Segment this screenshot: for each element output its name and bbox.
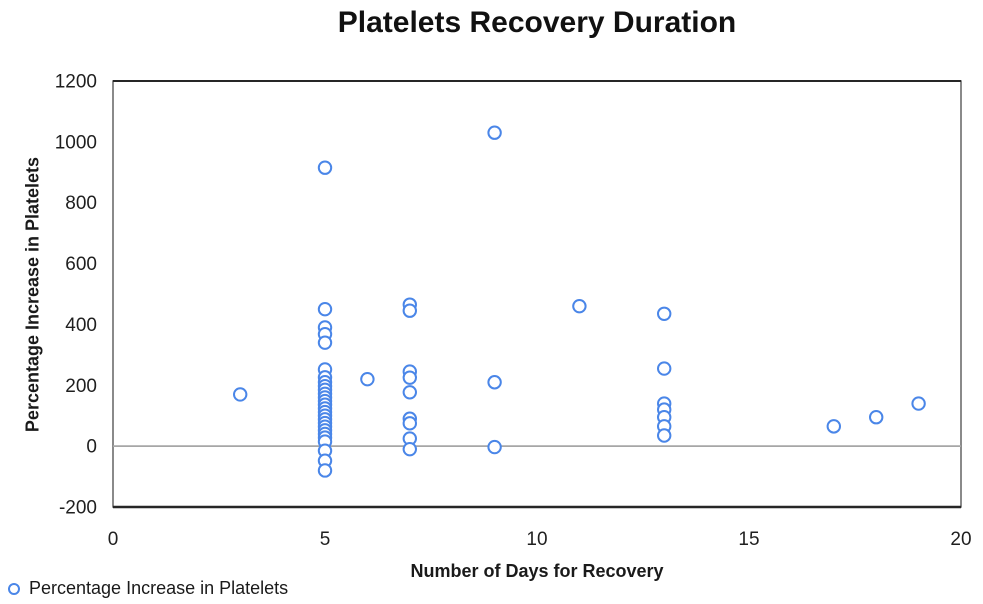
data-point[interactable]	[911, 396, 926, 411]
x-tick-label: 0	[108, 529, 119, 550]
data-point[interactable]	[487, 125, 502, 140]
data-point[interactable]	[317, 302, 333, 317]
y-tick-label: -200	[59, 498, 97, 519]
data-point[interactable]	[487, 439, 502, 455]
legend-label: Percentage Increase in Platelets	[29, 578, 289, 598]
y-axis-title: Percentage Increase in Platelets	[22, 156, 43, 433]
x-tick-label: 5	[320, 529, 331, 550]
data-point[interactable]	[317, 335, 333, 350]
x-tick-label: 20	[950, 529, 971, 550]
y-tick-label: 1200	[55, 72, 97, 93]
data-point[interactable]	[487, 375, 502, 390]
data-point[interactable]	[402, 303, 417, 318]
data-point[interactable]	[657, 306, 672, 321]
y-tick-label: 1000	[55, 132, 97, 153]
data-point[interactable]	[360, 372, 375, 387]
data-point[interactable]	[402, 370, 417, 385]
data-point[interactable]	[317, 160, 333, 175]
y-tick-label: 800	[65, 193, 97, 214]
legend[interactable]: Percentage Increase in Platelets	[8, 578, 288, 599]
data-point[interactable]	[317, 463, 333, 478]
x-tick-label: 10	[526, 529, 547, 550]
legend-marker-icon	[8, 582, 20, 595]
y-tick-label: 200	[65, 376, 97, 397]
data-point[interactable]	[233, 387, 248, 402]
data-point[interactable]	[572, 298, 587, 314]
chart-title: Platelets Recovery Duration	[337, 6, 737, 39]
data-point[interactable]	[402, 441, 417, 457]
axes-layer	[112, 80, 962, 509]
data-point[interactable]	[402, 385, 417, 400]
plot-border	[112, 80, 962, 508]
x-tick-label: 15	[738, 529, 759, 550]
x-axis-title: Number of Days for Recovery	[410, 561, 664, 581]
y-tick-label: 0	[86, 437, 97, 458]
data-point[interactable]	[869, 410, 884, 425]
data-points-layer	[233, 125, 926, 478]
data-point[interactable]	[402, 416, 417, 431]
data-point[interactable]	[657, 361, 672, 376]
y-tick-label: 400	[65, 315, 97, 336]
y-tick-label: 600	[65, 254, 97, 275]
tick-label-layer: -200 0 200 400 600 800 1000 1200 0 5 10 15 20	[55, 72, 972, 551]
data-point[interactable]	[826, 419, 841, 434]
data-point[interactable]	[657, 428, 672, 443]
